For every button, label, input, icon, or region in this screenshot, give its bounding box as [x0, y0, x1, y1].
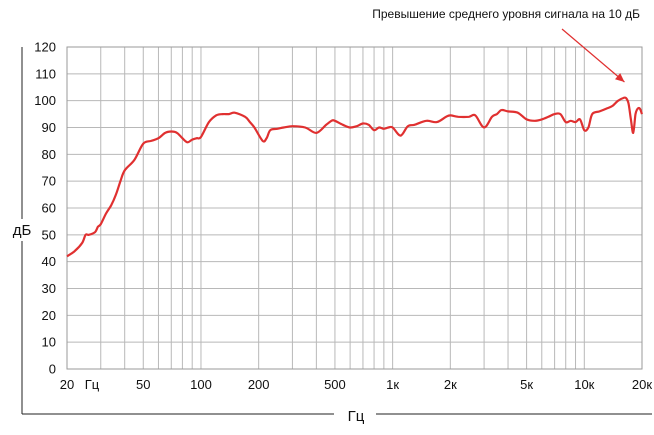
y-tick-label: 0: [49, 362, 56, 377]
annotation-text: Превышение среднего уровня сигнала на 10…: [372, 7, 640, 21]
x-tick-label: 100: [190, 377, 212, 392]
y-tick-label: 10: [42, 335, 56, 350]
x-tick-label: Гц: [85, 377, 100, 392]
y-title-bg: [10, 219, 34, 241]
grid: [66, 46, 643, 370]
y-axis-title: дБ: [13, 222, 32, 239]
x-tick-label: 500: [324, 377, 346, 392]
y-tick-label: 40: [42, 254, 56, 269]
annotation-arrowhead: [615, 73, 625, 82]
y-tick-label: 100: [34, 93, 56, 108]
x-axis-title: Гц: [348, 408, 365, 425]
y-tick-label: 50: [42, 227, 56, 242]
y-tick-label: 90: [42, 120, 56, 135]
y-tick-label: 20: [42, 308, 56, 323]
series-group: [66, 96, 644, 258]
y-tick-label: 60: [42, 201, 56, 216]
y-tick-label: 80: [42, 147, 56, 162]
x-tick-label: 50: [136, 377, 150, 392]
y-tick-label: 120: [34, 40, 56, 55]
y-tick-label: 70: [42, 174, 56, 189]
x-tick-label: 1к: [386, 377, 399, 392]
y-tick-label: 110: [35, 66, 56, 81]
x-tick-label: 2к: [444, 377, 457, 392]
plot-frame: [66, 46, 643, 370]
x-tick-label: 200: [248, 377, 270, 392]
x-tick-label: 20: [60, 377, 74, 392]
y-tick-label: 30: [42, 281, 56, 296]
x-tick-labels: 20 Гц 50 100 200 500 1к 2к 5к 10к 20к: [60, 377, 653, 392]
x-tick-label: 5к: [520, 377, 533, 392]
y-tick-labels: 0 10 20 30 40 50 60 70 80 90 100 110 120: [34, 40, 56, 377]
annotation-arrow: [561, 28, 625, 83]
series-line: [66, 96, 644, 258]
x-tick-label: 10к: [574, 377, 594, 392]
x-tick-label: 20к: [632, 377, 652, 392]
